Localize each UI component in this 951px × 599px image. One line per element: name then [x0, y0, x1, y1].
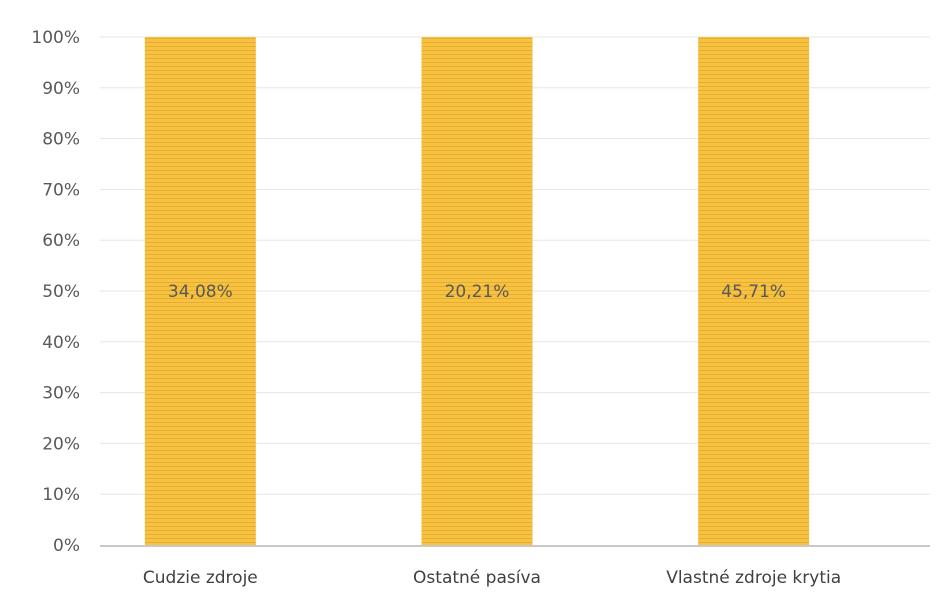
category-label: Vlastné zdroje krytia [666, 568, 841, 588]
bar [421, 37, 533, 545]
data-label: 20,21% [445, 282, 510, 302]
bar [144, 37, 256, 545]
x-axis-category-labels: Cudzie zdroje Ostatné pasíva Vlastné zdroj… [143, 568, 841, 588]
y-tick-label: 10% [42, 485, 80, 505]
data-label: 34,08% [168, 282, 233, 302]
category-label: Ostatné pasíva [413, 568, 541, 588]
bars [144, 37, 810, 545]
y-tick-label: 60% [42, 231, 80, 251]
data-label: 45,71% [721, 282, 786, 302]
y-tick-label: 100% [31, 28, 80, 48]
y-tick-label: 90% [42, 79, 80, 99]
data-labels: 34,08% 20,21% 45,71% [168, 282, 786, 302]
y-tick-label: 40% [42, 333, 80, 353]
y-tick-label: 30% [42, 384, 80, 404]
y-axis-tick-labels: 0% 10% 20% 30% 40% 50% 60% 70% 80% 90% 100% [31, 28, 80, 556]
category-label: Cudzie zdroje [143, 568, 258, 588]
y-tick-label: 50% [42, 282, 80, 302]
y-tick-label: 0% [53, 536, 80, 556]
y-tick-label: 70% [42, 180, 80, 200]
y-tick-label: 80% [42, 130, 80, 150]
y-tick-label: 20% [42, 434, 80, 454]
bar [698, 37, 810, 545]
